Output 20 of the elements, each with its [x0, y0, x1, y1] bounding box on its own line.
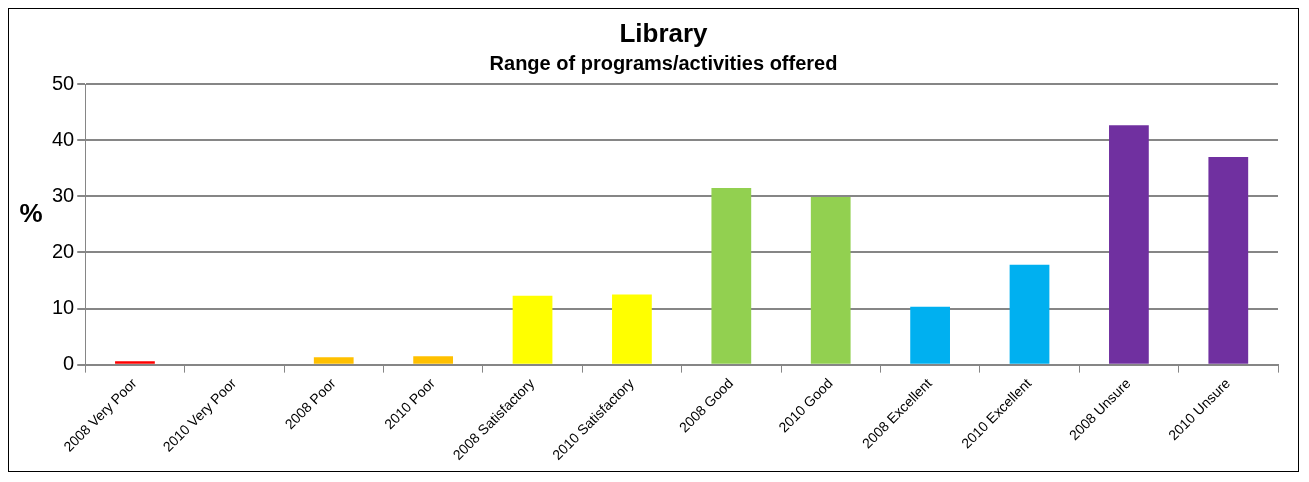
y-tick-label: 50 — [52, 71, 75, 94]
bar — [1109, 125, 1149, 364]
y-tick-label: 10 — [52, 296, 75, 319]
bar — [810, 196, 851, 364]
y-tick-label: 40 — [52, 127, 75, 150]
bar — [711, 187, 752, 364]
bar — [313, 357, 354, 364]
bar — [512, 295, 553, 364]
chart-subtitle: Range of programs/activities offered — [489, 51, 838, 74]
chart-title: Library — [619, 17, 709, 48]
bar — [1009, 264, 1050, 364]
bar — [1208, 157, 1249, 364]
y-axis-title: % — [19, 197, 43, 228]
bar — [612, 294, 652, 364]
y-tick-label: 20 — [52, 239, 75, 262]
bar — [910, 306, 950, 364]
y-tick-label: 30 — [52, 183, 75, 206]
y-tick-label: 0 — [63, 352, 75, 375]
bar — [413, 356, 454, 364]
bar — [115, 361, 155, 364]
